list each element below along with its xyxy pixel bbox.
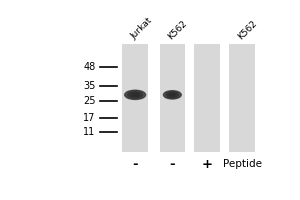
Ellipse shape: [164, 91, 181, 99]
Ellipse shape: [130, 93, 140, 97]
Text: K562: K562: [236, 18, 258, 41]
Text: Jurkat: Jurkat: [129, 16, 154, 41]
Text: 25: 25: [83, 96, 96, 106]
Ellipse shape: [168, 93, 176, 97]
Ellipse shape: [133, 94, 138, 96]
Text: Peptide: Peptide: [224, 159, 262, 169]
Text: K562: K562: [166, 18, 189, 41]
Ellipse shape: [170, 94, 175, 96]
Text: +: +: [202, 158, 213, 171]
Text: 48: 48: [83, 62, 96, 72]
Ellipse shape: [166, 92, 179, 98]
Text: -: -: [132, 158, 138, 171]
Bar: [194, 44, 220, 152]
Text: 11: 11: [83, 127, 96, 137]
Text: 17: 17: [83, 113, 96, 123]
Ellipse shape: [128, 92, 143, 98]
Bar: [229, 44, 255, 152]
Text: 35: 35: [83, 81, 96, 91]
Text: -: -: [169, 158, 175, 171]
Ellipse shape: [125, 90, 146, 99]
Bar: [122, 44, 148, 152]
Bar: [160, 44, 185, 152]
